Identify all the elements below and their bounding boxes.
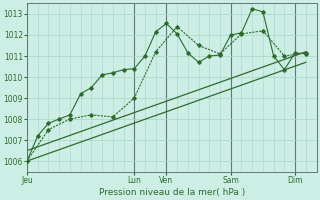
X-axis label: Pression niveau de la mer( hPa ): Pression niveau de la mer( hPa ): [99, 188, 245, 197]
